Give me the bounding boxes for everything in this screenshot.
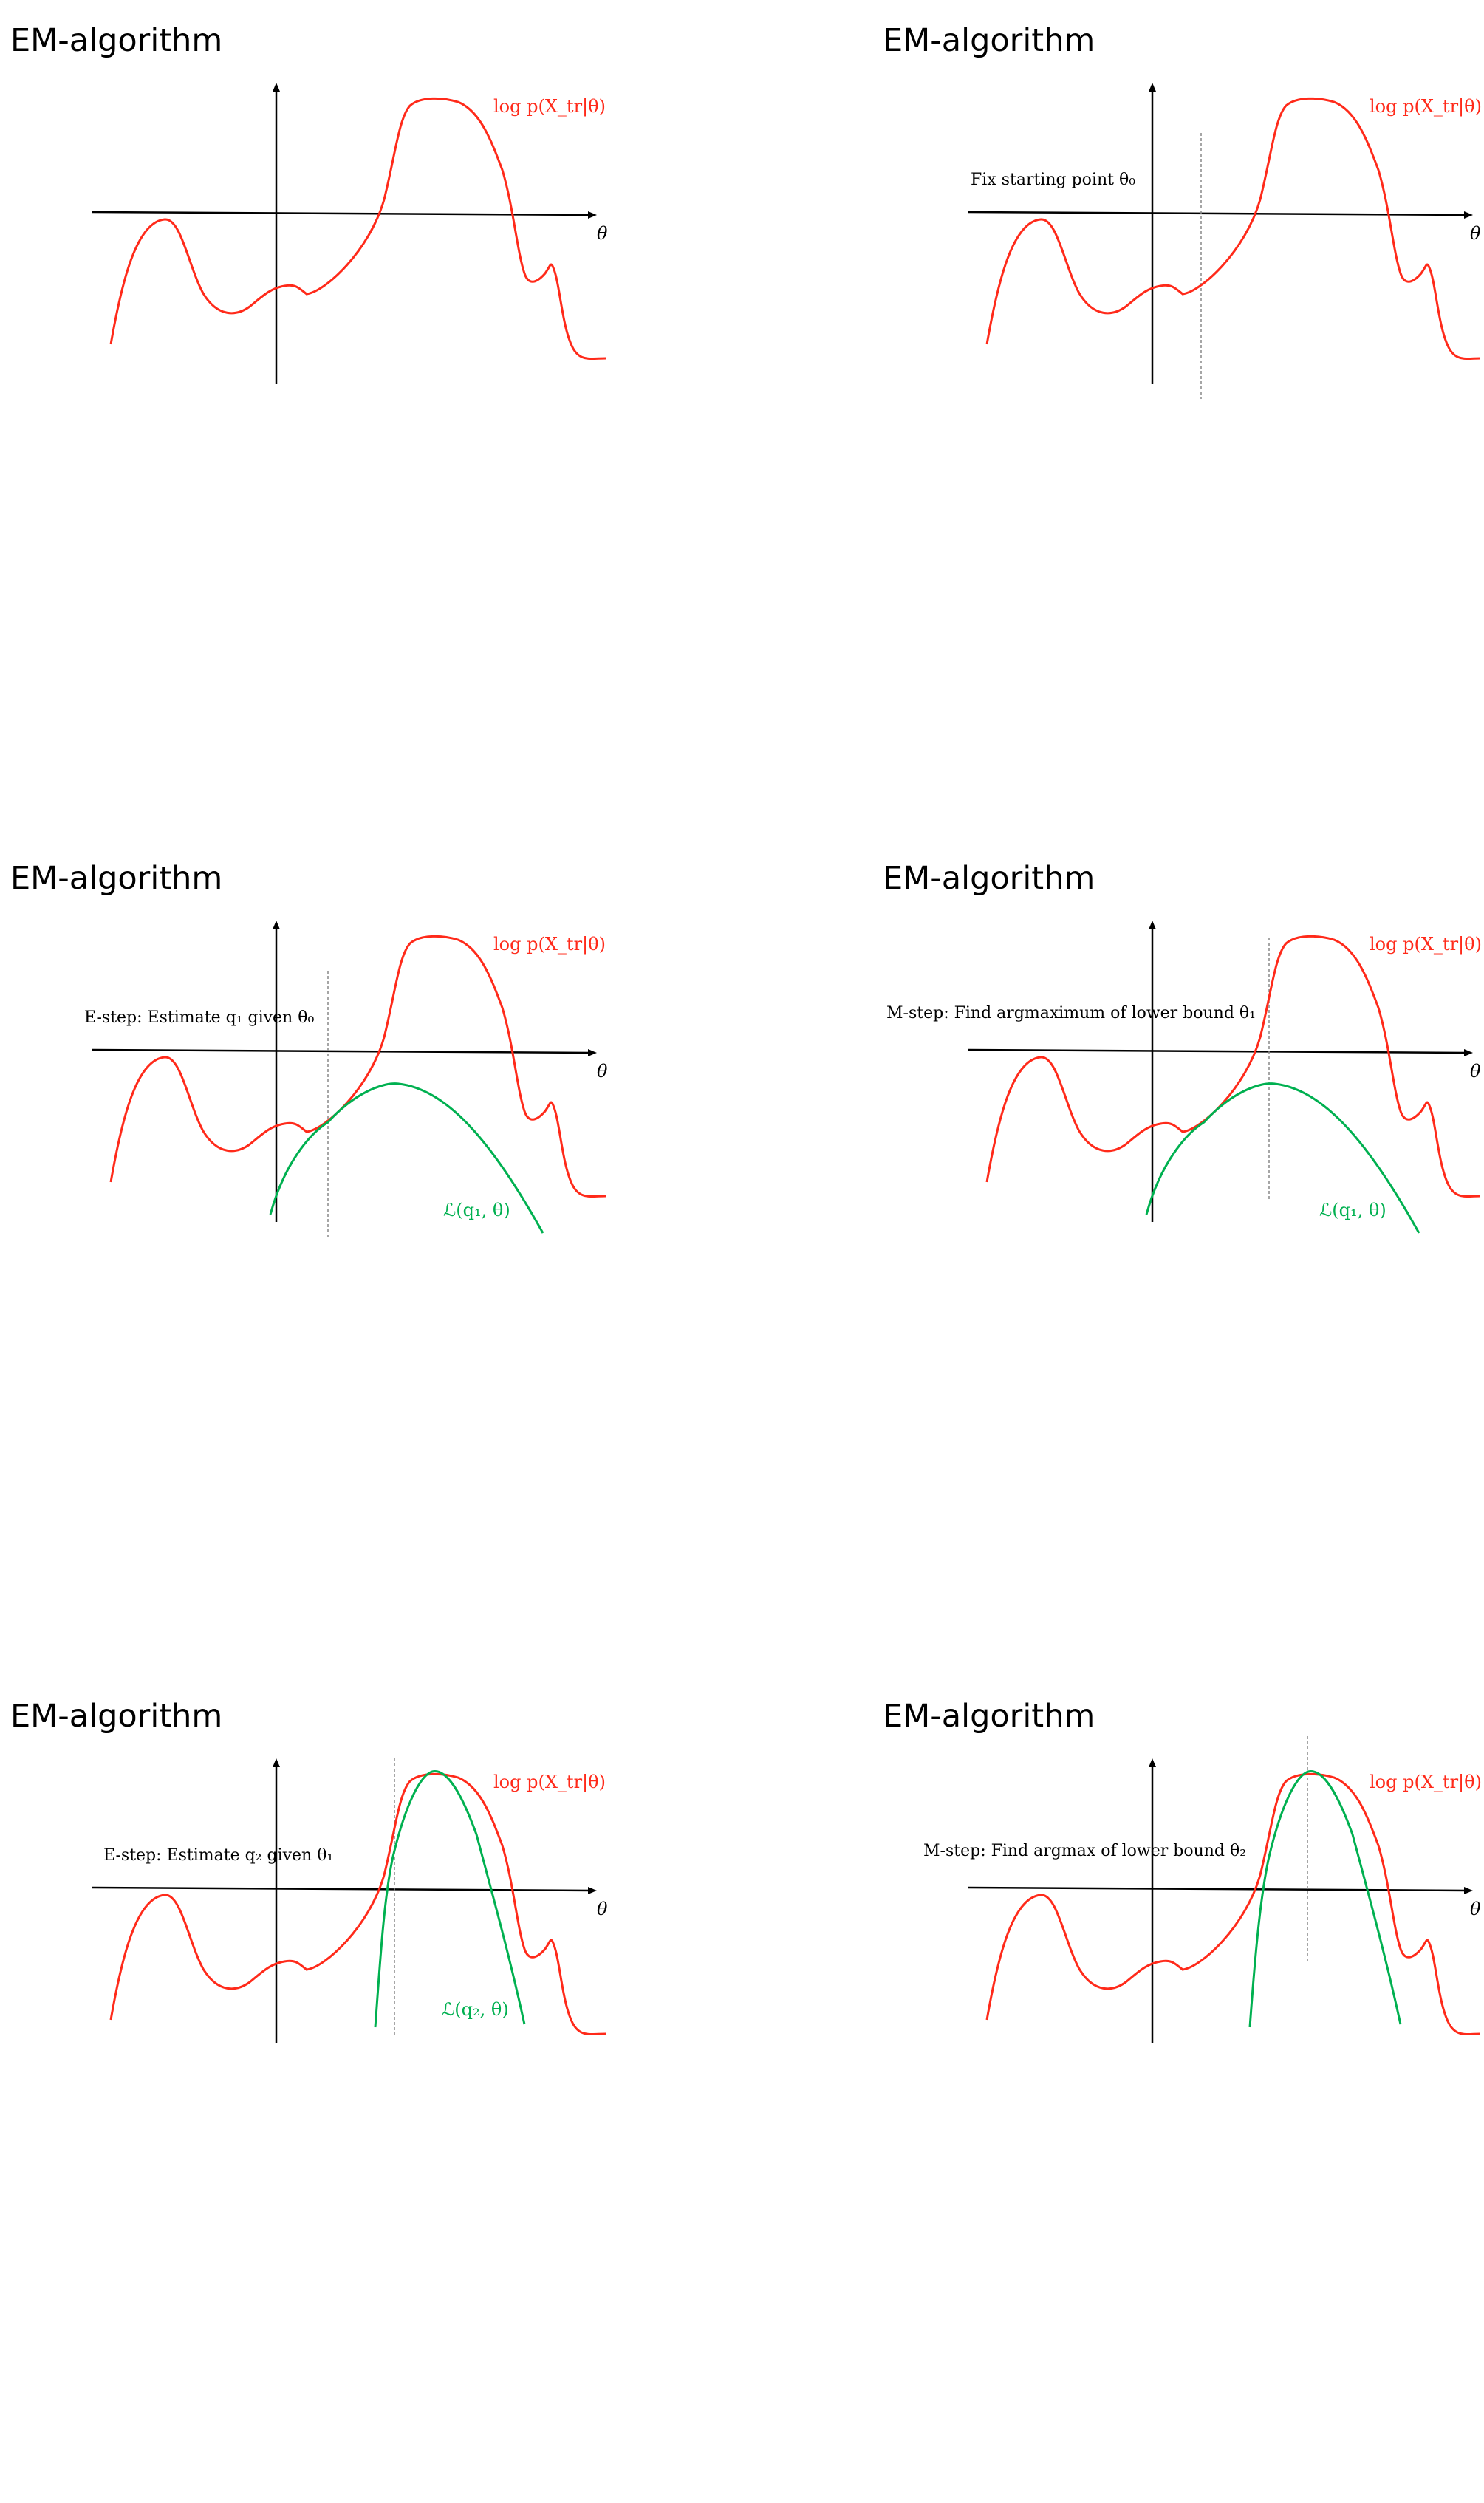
curve-label: log p(X_tr|θ) (493, 96, 606, 117)
lower-bound-curve (1248, 1770, 1402, 2028)
curve-label: log p(X_tr|θ) (1370, 934, 1482, 955)
step-annotation: E-step: Estimate q₂ given θ₁ (103, 1846, 333, 1865)
slide-title: EM-algorithm (883, 860, 1095, 897)
slide-6: EM-algorithm log p(X_tr|θ) θ M-step: Fin… (742, 1676, 1483, 2503)
curve-label: log p(X_tr|θ) (1370, 96, 1482, 117)
axis-label: θ (597, 223, 608, 244)
em-plot: log p(X_tr|θ) θ E-step: Estimate q₂ give… (91, 1758, 608, 2043)
em-plot: log p(X_tr|θ) θ Fix starting point θ₀ (967, 83, 1482, 399)
slide-title: EM-algorithm (883, 22, 1095, 59)
slide-title: EM-algorithm (10, 22, 223, 59)
curve-label: log p(X_tr|θ) (493, 934, 606, 955)
x-axis (967, 211, 1468, 216)
log-likelihood-curve (985, 97, 1481, 361)
log-likelihood-curve (109, 935, 606, 1198)
x-axis (91, 211, 592, 216)
log-likelihood-curve (985, 1772, 1481, 2036)
curve-label: log p(X_tr|θ) (1370, 1772, 1482, 1793)
y-axis-arrowhead (273, 83, 280, 92)
em-plot: log p(X_tr|θ) θ E-step: Estimate q₁ give… (84, 921, 608, 1237)
em-plot: log p(X_tr|θ) θ M-step: Find argmaximum … (886, 921, 1482, 1234)
x-axis-arrowhead (588, 211, 597, 219)
axis-label: θ (1470, 1899, 1481, 1919)
y-axis-arrowhead (1149, 921, 1156, 929)
curve-label: log p(X_tr|θ) (493, 1772, 606, 1793)
y-axis-arrowhead (273, 921, 280, 929)
x-axis (967, 1886, 1468, 1892)
slide-1: EM-algorithm log p(X_tr|θ) θ (0, 0, 742, 827)
axis-label: θ (1470, 223, 1481, 244)
lower-bound-curve (374, 1770, 526, 2028)
axis-label: θ (1470, 1061, 1481, 1082)
step-annotation: M-step: Find argmax of lower bound θ₂ (923, 1842, 1246, 1860)
y-axis-arrowhead (1149, 1758, 1156, 1767)
step-annotation: Fix starting point θ₀ (971, 171, 1135, 189)
slide-title: EM-algorithm (883, 1698, 1095, 1735)
log-likelihood-curve (109, 1772, 606, 2036)
lower-bound-curve (1145, 1082, 1420, 1234)
em-plot: log p(X_tr|θ) θ M-step: Find argmax of l… (923, 1736, 1482, 2043)
slide-5: EM-algorithm log p(X_tr|θ) θ E-step: Est… (0, 1676, 742, 2503)
slide-4: EM-algorithm log p(X_tr|θ) θ M-step: Fin… (742, 838, 1483, 1665)
slide-title: EM-algorithm (10, 860, 223, 897)
x-axis (91, 1048, 592, 1054)
x-axis-arrowhead (1464, 1049, 1473, 1056)
log-likelihood-curve (985, 935, 1481, 1198)
bound-label: ℒ(q₁, θ) (443, 1200, 510, 1220)
x-axis (91, 1886, 592, 1892)
step-annotation: M-step: Find argmaximum of lower bound θ… (886, 1004, 1256, 1022)
axis-label: θ (597, 1899, 608, 1919)
y-axis-arrowhead (1149, 83, 1156, 92)
bound-label: ℒ(q₁, θ) (1319, 1200, 1386, 1220)
step-annotation: E-step: Estimate q₁ given θ₀ (84, 1008, 314, 1027)
slide-2: EM-algorithm log p(X_tr|θ) θ Fix startin… (742, 0, 1483, 827)
lower-bound-curve (269, 1082, 544, 1234)
slide-3: EM-algorithm log p(X_tr|θ) θ E-step: Est… (0, 838, 742, 1665)
y-axis-arrowhead (273, 1758, 280, 1767)
x-axis (967, 1048, 1468, 1054)
slide-title: EM-algorithm (10, 1698, 223, 1735)
bound-label: ℒ(q₂, θ) (442, 1999, 509, 2020)
em-plot: log p(X_tr|θ) θ (91, 83, 608, 384)
x-axis-arrowhead (1464, 1887, 1473, 1894)
axis-label: θ (597, 1061, 608, 1082)
x-axis-arrowhead (588, 1887, 597, 1894)
log-likelihood-curve (109, 97, 606, 361)
x-axis-arrowhead (1464, 211, 1473, 219)
x-axis-arrowhead (588, 1049, 597, 1056)
